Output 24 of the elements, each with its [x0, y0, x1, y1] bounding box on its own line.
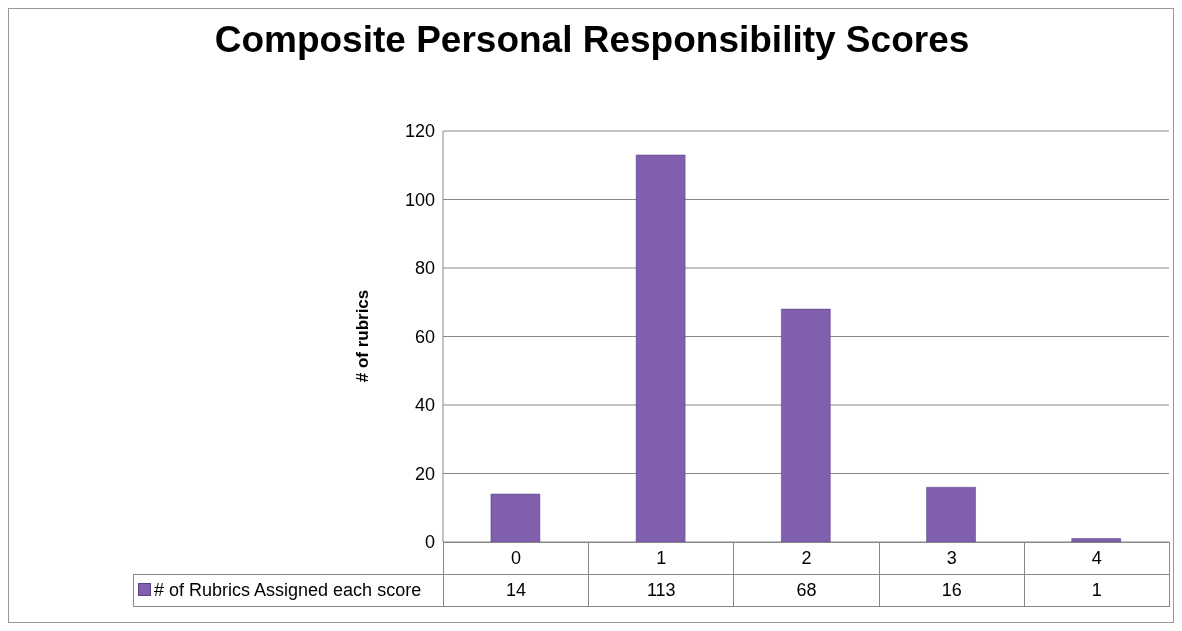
y-tick-label: 40: [414, 395, 435, 416]
data-label: 1: [1024, 574, 1170, 607]
x-tick-label: 3: [879, 542, 1025, 575]
y-tick-label: 60: [414, 326, 435, 347]
bar: [1071, 538, 1121, 542]
y-tick-label: 100: [404, 189, 435, 210]
y-tick-label: 20: [414, 463, 435, 484]
data-label: 14: [443, 574, 589, 607]
y-axis-title: # of rubrics: [353, 289, 373, 383]
bar: [926, 486, 976, 542]
data-label: 68: [733, 574, 880, 607]
bar: [635, 154, 686, 542]
bar: [490, 493, 541, 542]
chart-title: Composite Personal Responsibility Scores: [213, 19, 971, 61]
y-tick-label: 120: [404, 121, 435, 142]
x-tick-label: 0: [443, 542, 589, 575]
legend-label: # of Rubrics Assigned each score: [153, 580, 422, 600]
x-tick-label: 1: [588, 542, 734, 575]
data-label: 16: [879, 574, 1025, 607]
x-tick-label: 2: [733, 542, 880, 575]
x-tick-label: 4: [1024, 542, 1170, 575]
bar: [781, 308, 831, 542]
y-tick-label: 80: [414, 258, 435, 279]
data-label: 113: [588, 574, 734, 607]
